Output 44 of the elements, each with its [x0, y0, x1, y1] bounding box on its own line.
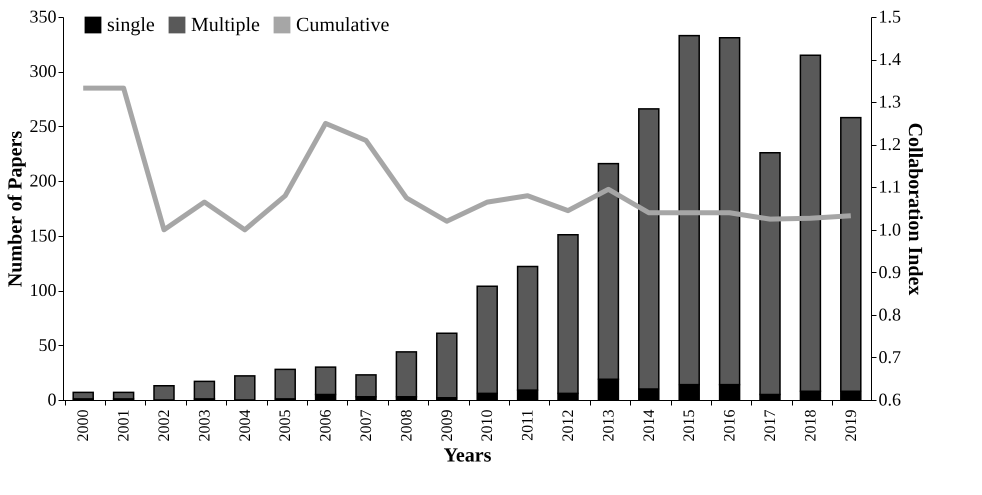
x-tick-label: 2007 [358, 410, 375, 442]
y2-tick-label: 1.3 [878, 92, 901, 112]
y-tick-label: 50 [38, 334, 56, 355]
y-tick-label: 0 [48, 390, 56, 410]
x-tick-label: 2004 [236, 410, 254, 442]
y2-tick-label: 1.5 [878, 6, 901, 26]
x-tick-label: 2000 [75, 410, 92, 442]
x-tick-label: 2012 [560, 410, 577, 442]
x-tick-label: 2006 [318, 410, 335, 442]
y2-tick-label: 0.9 [878, 262, 901, 282]
x-tick-label: 2002 [156, 410, 173, 442]
x-tick-label: 2001 [116, 410, 133, 442]
x-tick-label: 2017 [762, 410, 779, 442]
x-axis-title: Years [444, 444, 492, 466]
x-tick-label: 2003 [196, 410, 214, 442]
y2-tick-label: 1.4 [878, 49, 901, 70]
y2-tick-label: 1.1 [878, 176, 901, 197]
y2-axis-title: Collaboration Index [904, 122, 926, 296]
y-axis-title: Number of Papers [4, 130, 26, 288]
y-tick-label: 350 [30, 6, 56, 26]
x-tick-label: 2014 [640, 410, 658, 442]
x-tick-label: 2015 [681, 410, 698, 442]
x-tick-label: 2008 [398, 410, 416, 442]
y-tick-label: 150 [30, 225, 56, 246]
legend-label: single [107, 14, 155, 36]
y-tick-label: 250 [30, 116, 56, 136]
y2-tick-label: 0.6 [878, 390, 901, 410]
x-tick-label: 2019 [842, 410, 860, 442]
legend-label: Cumulative [296, 14, 390, 36]
y2-tick-label: 0.7 [878, 346, 901, 367]
x-tick-label: 2018 [802, 410, 820, 442]
x-tick-label: 2011 [520, 410, 537, 441]
y2-tick-label: 0.8 [878, 304, 901, 324]
y2-tick-label: 1.2 [878, 134, 901, 154]
y-tick-label: 200 [30, 170, 56, 191]
x-tick-label: 2005 [277, 410, 294, 442]
y-tick-label: 100 [30, 280, 56, 300]
x-tick-label: 2016 [722, 410, 739, 442]
x-tick-label: 2013 [600, 410, 618, 442]
x-tick-label: 2009 [438, 410, 456, 442]
legend-label: Multiple [191, 14, 260, 36]
x-tick-label: 2010 [479, 410, 496, 442]
y2-tick-label: 1.0 [878, 219, 901, 240]
y-tick-label: 300 [30, 61, 56, 82]
